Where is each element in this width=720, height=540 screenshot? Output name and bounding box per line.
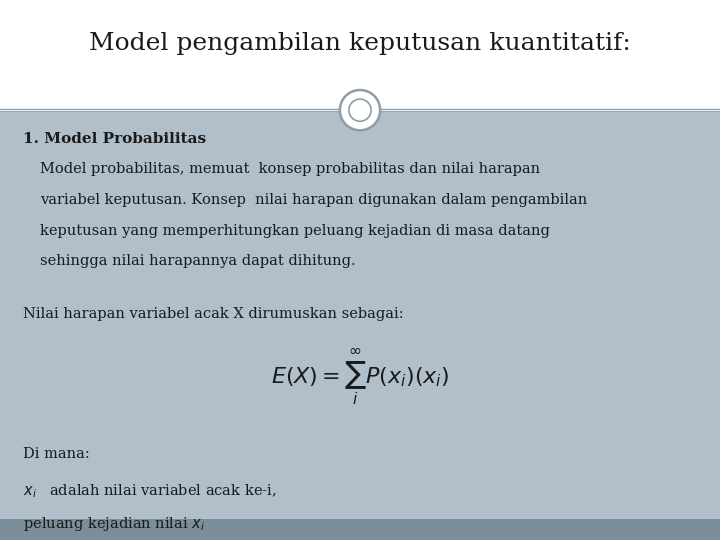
FancyBboxPatch shape xyxy=(0,519,720,540)
Ellipse shape xyxy=(340,90,380,130)
Text: $x_i$   adalah nilai variabel acak ke-i,: $x_i$ adalah nilai variabel acak ke-i, xyxy=(23,482,276,500)
Text: 1. Model Probabilitas: 1. Model Probabilitas xyxy=(23,132,206,146)
Text: Nilai harapan variabel acak X dirumuskan sebagai:: Nilai harapan variabel acak X dirumuskan… xyxy=(23,307,404,321)
FancyBboxPatch shape xyxy=(0,0,720,111)
Text: Model pengambilan keputusan kuantitatif:: Model pengambilan keputusan kuantitatif: xyxy=(89,32,631,55)
Text: variabel keputusan. Konsep  nilai harapan digunakan dalam pengambilan: variabel keputusan. Konsep nilai harapan… xyxy=(40,193,587,207)
Text: peluang kejadian nilai $x_i$: peluang kejadian nilai $x_i$ xyxy=(23,515,205,532)
Ellipse shape xyxy=(349,99,371,122)
Text: keputusan yang memperhitungkan peluang kejadian di masa datang: keputusan yang memperhitungkan peluang k… xyxy=(40,224,549,238)
Text: Model probabilitas, memuat  konsep probabilitas dan nilai harapan: Model probabilitas, memuat konsep probab… xyxy=(40,162,540,176)
Text: Di mana:: Di mana: xyxy=(23,447,90,461)
FancyBboxPatch shape xyxy=(0,111,720,519)
Text: $E(X) = \sum_{i}^{\infty} P(x_i)(x_i)$: $E(X) = \sum_{i}^{\infty} P(x_i)(x_i)$ xyxy=(271,347,449,407)
Text: sehingga nilai harapannya dapat dihitung.: sehingga nilai harapannya dapat dihitung… xyxy=(40,254,355,268)
